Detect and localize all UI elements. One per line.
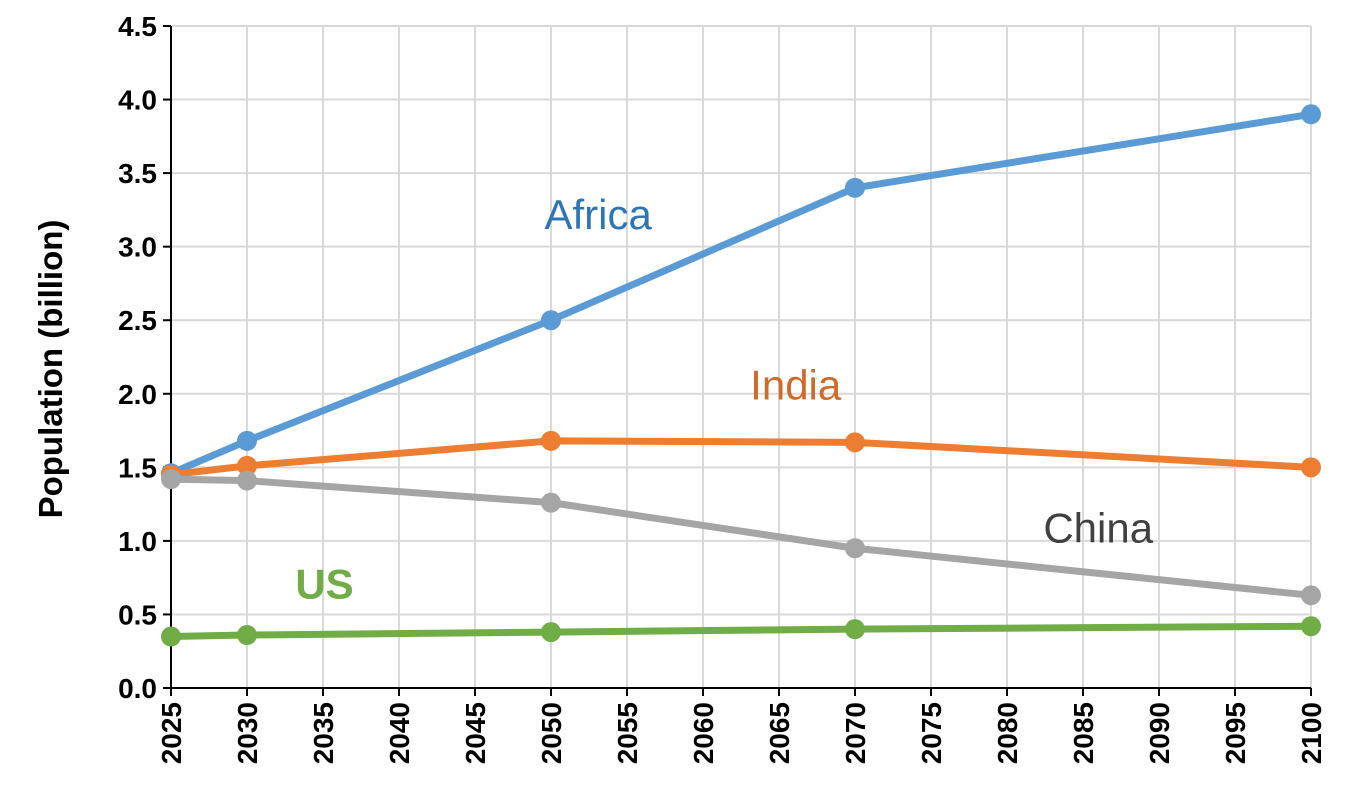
data-point-africa xyxy=(1301,104,1321,125)
data-point-africa xyxy=(541,310,561,331)
y-tick-label: 0.5 xyxy=(118,599,157,630)
data-point-china xyxy=(161,469,181,490)
y-tick-label: 2.5 xyxy=(118,305,157,336)
series-label-africa: Africa xyxy=(544,191,652,238)
series-line-india xyxy=(167,437,1315,479)
data-point-africa xyxy=(845,177,865,198)
y-tick-label: 1.0 xyxy=(118,526,157,557)
data-point-africa xyxy=(237,430,257,451)
data-point-china xyxy=(845,538,865,559)
x-tick-label: 2075 xyxy=(916,702,947,764)
data-point-china xyxy=(541,492,561,513)
y-tick-label: 1.5 xyxy=(118,452,157,483)
x-tick-label: 2065 xyxy=(764,702,795,764)
data-point-china xyxy=(1301,585,1321,606)
data-point-india xyxy=(845,432,865,453)
series-label-us: US xyxy=(295,560,353,607)
data-point-us xyxy=(237,625,257,646)
data-point-us xyxy=(1301,616,1321,637)
x-tick-label: 2085 xyxy=(1068,702,1099,764)
data-point-india xyxy=(237,455,257,476)
x-tick-label: 2100 xyxy=(1296,702,1327,764)
data-point-india xyxy=(1301,457,1321,478)
x-tick-label: 2025 xyxy=(156,702,187,764)
x-tick-label: 2055 xyxy=(612,702,643,764)
series-lines xyxy=(161,104,1321,647)
y-tick-label: 4.0 xyxy=(118,85,157,116)
y-tick-label: 3.0 xyxy=(118,232,157,263)
y-tick-label: 3.5 xyxy=(118,158,157,189)
series-label-china: China xyxy=(1043,504,1153,551)
x-tick-label: 2080 xyxy=(992,702,1023,764)
y-axis-label: Population (billion) xyxy=(32,220,69,519)
grid xyxy=(171,25,1312,688)
data-point-us xyxy=(541,622,561,643)
x-tick-label: 2035 xyxy=(308,702,339,764)
y-tick-label: 4.5 xyxy=(118,11,157,42)
x-tick-label: 2070 xyxy=(840,702,871,764)
axes: 2025 2030 2035 2040 2045 2050 2055 2060 2065 2070… xyxy=(118,11,1327,764)
series-line-africa xyxy=(167,110,1315,477)
series-labels: Africa India China US xyxy=(295,191,1153,607)
series-label-india: India xyxy=(750,362,842,409)
x-tick-label: 2040 xyxy=(384,702,415,764)
x-tick-label: 2050 xyxy=(536,702,567,764)
x-tick-label: 2030 xyxy=(232,702,263,764)
y-tick-label: 0.0 xyxy=(118,673,157,704)
x-tick-label: 2060 xyxy=(688,702,719,764)
x-tick-label: 2045 xyxy=(460,702,491,764)
data-point-us xyxy=(161,626,181,647)
data-point-india xyxy=(541,430,561,451)
x-tick-label: 2095 xyxy=(1220,702,1251,764)
y-tick-label: 2.0 xyxy=(118,379,157,410)
series-line-us xyxy=(167,622,1315,641)
data-point-china xyxy=(237,470,257,491)
data-point-us xyxy=(845,619,865,640)
x-tick-label: 2090 xyxy=(1144,702,1175,764)
